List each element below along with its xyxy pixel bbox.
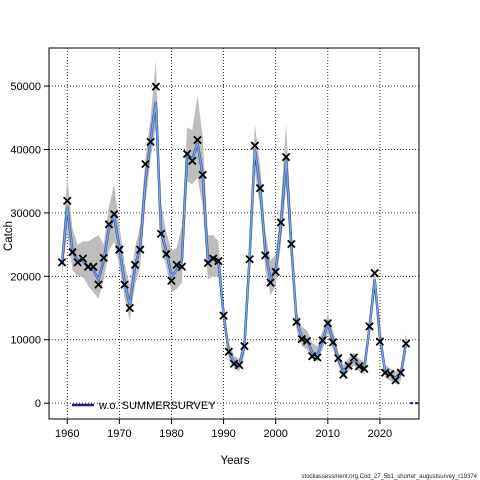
observed-point (396, 368, 405, 377)
observed-point (89, 262, 98, 272)
observed-point (57, 258, 67, 267)
grid (49, 48, 419, 419)
x-tick-label: 2000 (263, 428, 287, 440)
x-tick-label: 1960 (55, 428, 79, 440)
observed-point (99, 253, 108, 263)
observed-point (360, 364, 369, 374)
y-tick-label: 30000 (10, 208, 41, 220)
observed-point (68, 247, 77, 257)
observed-point (354, 362, 364, 371)
x-tick-label: 2020 (368, 428, 392, 440)
observed-point (281, 152, 291, 162)
observed-point (234, 360, 244, 370)
observed-point (115, 245, 124, 254)
legend: w.o. SUMMERSURVEY (72, 400, 216, 412)
y-tick-label: 0 (35, 398, 41, 410)
observed-point (375, 337, 385, 346)
observed-point (292, 317, 301, 327)
observed-point (365, 322, 374, 331)
observed-point (172, 260, 181, 270)
observed-point (276, 218, 286, 227)
observed-point (401, 339, 411, 348)
y-axis-title: Catch (3, 221, 15, 251)
observed-point (162, 249, 171, 259)
observed-point (151, 82, 161, 91)
observed-point (318, 336, 327, 345)
observed-point (313, 353, 322, 362)
observed-point (198, 170, 207, 180)
observed-point (339, 370, 348, 379)
observed-point (193, 135, 202, 145)
observed-point (125, 303, 135, 313)
observed-point (245, 254, 254, 264)
observed-point (214, 256, 223, 266)
observed-point (224, 347, 234, 357)
observed-point (156, 229, 166, 239)
observed-point (73, 258, 82, 267)
observed-point (182, 149, 192, 159)
x-axis-title: Years (221, 455, 250, 467)
observed-point (78, 254, 88, 263)
y-tick-label: 50000 (10, 81, 41, 93)
observed-point (391, 376, 400, 385)
y-tick-label: 40000 (10, 144, 41, 156)
observed-point (302, 336, 312, 346)
observed-point (250, 141, 260, 150)
observed-markers (57, 82, 411, 385)
observed-point (261, 251, 270, 260)
observed-point (120, 280, 129, 289)
observed-point (135, 245, 145, 254)
observed-point (344, 361, 353, 370)
observed-point (109, 209, 119, 219)
plot-frame (48, 47, 420, 420)
observed-point (167, 276, 176, 285)
observed-point (349, 353, 359, 362)
y-tick-label: 20000 (10, 271, 41, 283)
footnote: stockassessment.org,Cod_27_5b1_shorter_a… (302, 474, 478, 480)
observed-point (130, 260, 140, 270)
legend-label: w.o. SUMMERSURVEY (98, 400, 216, 412)
observed-point (188, 156, 197, 166)
observed-point (177, 262, 187, 272)
confidence-band (62, 60, 406, 385)
x-tick-label: 1970 (107, 428, 131, 440)
observed-point (271, 267, 280, 277)
x-tick-label: 2010 (316, 428, 340, 440)
observed-point (146, 137, 155, 147)
observed-point (240, 341, 249, 351)
observed-point (208, 254, 218, 263)
y-tick-label: 10000 (10, 335, 41, 347)
axes: 1960 1970 1980 1990 2000 2010 2020 0 10000 20000 3… (10, 81, 392, 440)
observed-point (104, 220, 114, 229)
x-tick-label: 1980 (159, 428, 183, 440)
observed-point (370, 268, 379, 278)
observed-point (141, 159, 150, 169)
observed-point (287, 239, 296, 249)
observed-point (328, 338, 338, 347)
observed-point (255, 183, 265, 193)
observed-point (333, 353, 343, 363)
confidence-band-area (62, 60, 406, 385)
observed-point (266, 278, 275, 287)
x-tick-label: 1990 (211, 428, 235, 440)
observed-point (63, 196, 72, 206)
observed-point (94, 280, 103, 289)
observed-point (297, 334, 306, 344)
observed-point (219, 311, 228, 320)
observed-point (323, 319, 333, 328)
